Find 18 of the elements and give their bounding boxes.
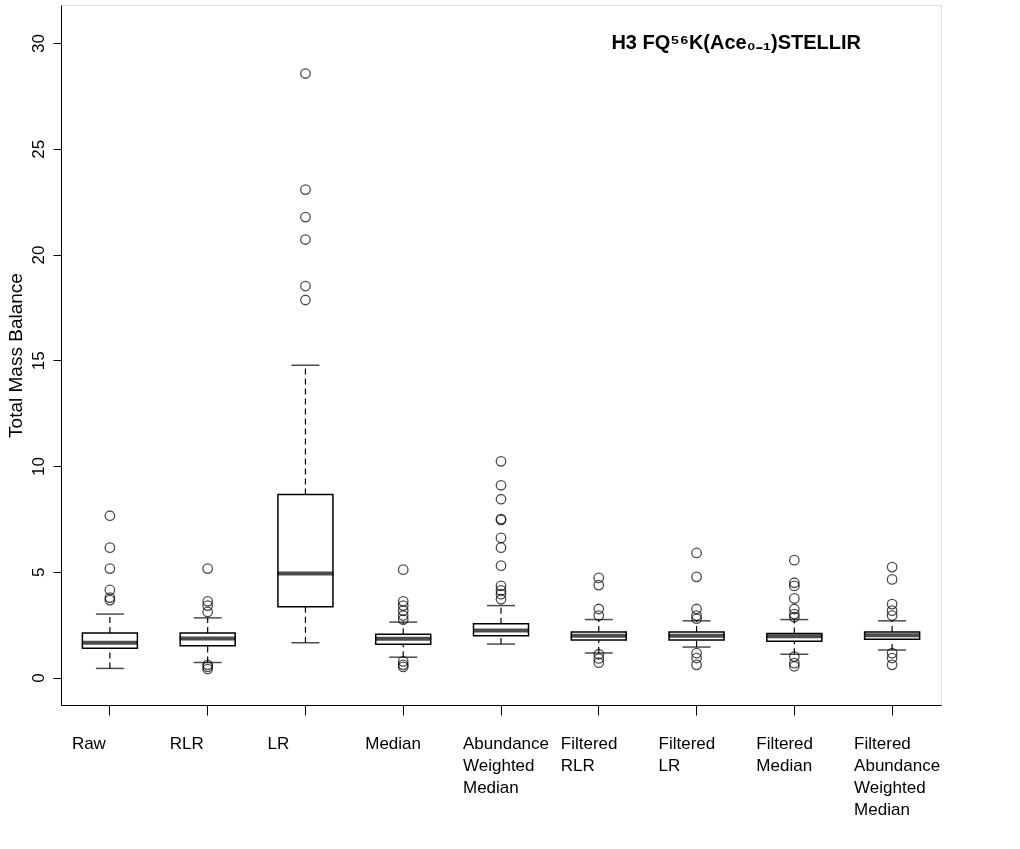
x-tick-label: Filtered Median (756, 733, 814, 775)
x-tick-label: RLR (169, 733, 204, 753)
y-tick-label: 20 (28, 245, 48, 265)
x-tick-label: LR (267, 733, 290, 753)
x-tick-label: Filtered LR (658, 733, 716, 775)
x-tick-label: Raw (71, 733, 107, 753)
y-axis-title: Total Mass Balance (4, 273, 26, 438)
y-tick-label: 25 (28, 139, 48, 159)
y-tick-label: 5 (28, 567, 48, 577)
y-tick-label: 30 (28, 34, 48, 54)
x-tick-label: Median (365, 733, 421, 753)
x-tick-label: Filtered Abundance Weighted Median (854, 733, 941, 819)
y-tick-label: 0 (28, 673, 48, 683)
x-tick-label: Filtered RLR (560, 733, 618, 775)
y-tick-label: 10 (28, 457, 48, 476)
x-tick-label: Abundance Weighted Median (463, 733, 550, 797)
y-tick-label: 15 (28, 351, 48, 371)
annotation: H3 FQ⁵⁶K(Ace₀₋₁)STELLIR (611, 31, 862, 53)
